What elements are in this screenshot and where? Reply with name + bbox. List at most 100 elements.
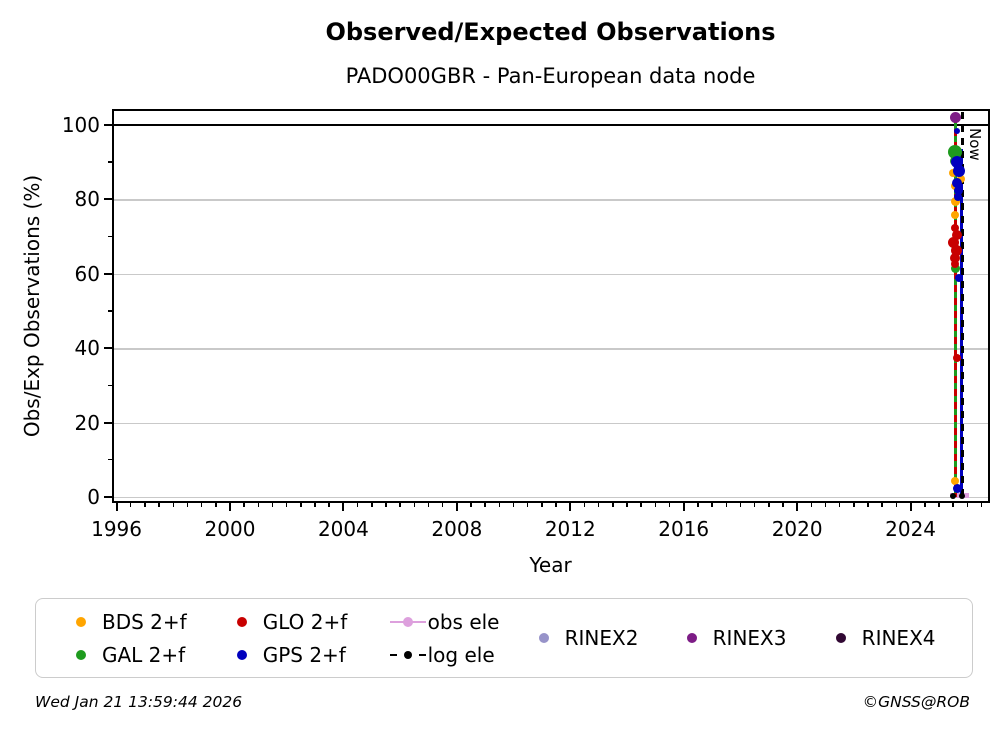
x-tick-label: 2020 bbox=[771, 517, 823, 541]
legend-item-bds: BDS 2+f bbox=[76, 607, 237, 637]
log-ele-dashed-line-icon bbox=[389, 650, 426, 660]
glo-2-f-point bbox=[951, 230, 962, 241]
legend-item-obs-ele: obs ele bbox=[389, 607, 539, 637]
x-tick-label: 2016 bbox=[658, 517, 710, 541]
x-minor-tick bbox=[895, 502, 898, 507]
x-minor-tick bbox=[810, 502, 813, 507]
x-minor-tick bbox=[441, 502, 444, 507]
legend-item-rinex4: RINEX4 bbox=[835, 623, 972, 653]
rinex4-marker-icon bbox=[835, 633, 846, 643]
y-gridline bbox=[114, 199, 988, 201]
legend-label: GLO 2+f bbox=[262, 609, 348, 634]
gps-2-f-point bbox=[951, 156, 964, 169]
bds-2-f-point bbox=[951, 197, 961, 207]
x-minor-tick bbox=[512, 502, 515, 507]
legend-column: RINEX4 bbox=[835, 605, 972, 671]
x-minor-tick bbox=[200, 502, 203, 507]
plot-frame bbox=[112, 109, 990, 503]
x-minor-tick bbox=[881, 502, 883, 507]
x-minor-tick bbox=[711, 502, 713, 507]
x-minor-tick bbox=[285, 502, 288, 507]
bds-2-f-point bbox=[951, 210, 960, 219]
x-tick-label: 2012 bbox=[544, 517, 596, 541]
legend-label: GAL 2+f bbox=[102, 642, 186, 667]
gps-marker-icon bbox=[236, 649, 247, 660]
x-tick-label: 2024 bbox=[885, 517, 937, 541]
x-minor-tick bbox=[654, 502, 657, 507]
glo-2-f-point bbox=[951, 245, 963, 257]
x-minor-tick bbox=[612, 502, 614, 507]
x-minor-tick bbox=[427, 502, 430, 507]
y-tick-label: 100 bbox=[61, 112, 100, 137]
glo-2-f-point bbox=[951, 224, 960, 233]
x-minor-tick bbox=[768, 502, 770, 507]
glo-marker-icon bbox=[236, 616, 247, 627]
x-minor-tick bbox=[541, 502, 543, 507]
x-minor-tick bbox=[399, 502, 401, 507]
chart-subtitle: PADO00GBR - Pan-European data node bbox=[345, 64, 756, 88]
bds-marker-icon bbox=[76, 616, 86, 627]
x-minor-tick bbox=[328, 502, 330, 507]
chart-title: Observed/Expected Observations bbox=[325, 18, 776, 46]
y-axis-label: Obs/Exp Observations (%) bbox=[20, 174, 44, 438]
copyright-text: ©GNSS@ROB bbox=[862, 693, 970, 711]
rinex3-point bbox=[950, 112, 962, 123]
x-tick-label: 2004 bbox=[317, 517, 369, 541]
x-minor-tick bbox=[498, 502, 501, 507]
legend-label: RINEX2 bbox=[564, 626, 639, 650]
y-tick-label: 20 bbox=[74, 410, 100, 435]
x-major-tick bbox=[909, 502, 912, 511]
x-minor-tick bbox=[782, 502, 784, 507]
glo-2-f-point bbox=[948, 237, 960, 249]
bds-2-f-point bbox=[950, 476, 959, 485]
plot-timestamp: Wed Jan 21 13:59:44 2026 bbox=[35, 693, 243, 711]
x-minor-tick bbox=[172, 502, 175, 507]
x-minor-tick bbox=[470, 502, 472, 507]
legend-column: RINEX3 bbox=[686, 605, 836, 671]
y-minor-tick bbox=[108, 310, 113, 312]
gps-2-f-point bbox=[952, 177, 963, 188]
rinex2-marker-icon bbox=[538, 633, 549, 643]
legend-column: BDS 2+f GAL 2+f bbox=[76, 605, 237, 671]
now-annotation: Now bbox=[966, 128, 984, 161]
x-major-tick bbox=[342, 502, 345, 511]
legend-item-rinex2: RINEX2 bbox=[538, 623, 687, 653]
x-minor-tick bbox=[314, 502, 316, 507]
legend-label: GPS 2+f bbox=[262, 642, 346, 667]
x-major-tick bbox=[682, 502, 685, 511]
legend-column: GLO 2+f GPS 2+f bbox=[236, 605, 390, 671]
glo-2-f-point bbox=[952, 354, 961, 363]
x-minor-tick bbox=[626, 502, 628, 507]
y-gridline bbox=[114, 348, 988, 350]
legend-item-gps: GPS 2+f bbox=[236, 640, 390, 670]
legend-column: obs ele log ele bbox=[389, 605, 539, 671]
glo-2-f-point bbox=[950, 252, 961, 263]
legend-label: obs ele bbox=[427, 609, 500, 634]
x-minor-tick bbox=[853, 502, 855, 507]
legend-label: RINEX4 bbox=[861, 626, 936, 650]
x-minor-tick bbox=[271, 502, 274, 507]
y-major-tick bbox=[104, 123, 113, 126]
legend-item-log-ele: log ele bbox=[389, 640, 539, 670]
x-minor-tick bbox=[385, 502, 387, 507]
x-minor-tick bbox=[555, 502, 557, 507]
legend-item-gal: GAL 2+f bbox=[76, 640, 237, 670]
full-ratio-line bbox=[114, 123, 988, 126]
x-minor-tick bbox=[952, 502, 954, 507]
y-major-tick bbox=[104, 421, 113, 424]
obs-ele-line-icon bbox=[389, 616, 426, 627]
x-minor-tick bbox=[838, 502, 841, 507]
x-major-tick bbox=[796, 502, 799, 511]
y-major-tick bbox=[104, 198, 113, 201]
x-minor-tick bbox=[129, 502, 132, 507]
legend: BDS 2+f GAL 2+f GLO 2+f GPS 2+f obs bbox=[35, 598, 973, 678]
x-tick-label: 1996 bbox=[91, 517, 142, 541]
y-gridline bbox=[114, 496, 988, 499]
x-minor-tick bbox=[371, 502, 373, 507]
gps-2-f-point bbox=[954, 127, 961, 134]
x-minor-tick bbox=[257, 502, 260, 507]
y-gridline bbox=[114, 422, 988, 425]
x-minor-tick bbox=[980, 502, 983, 507]
gps-2-f-point bbox=[952, 165, 965, 178]
